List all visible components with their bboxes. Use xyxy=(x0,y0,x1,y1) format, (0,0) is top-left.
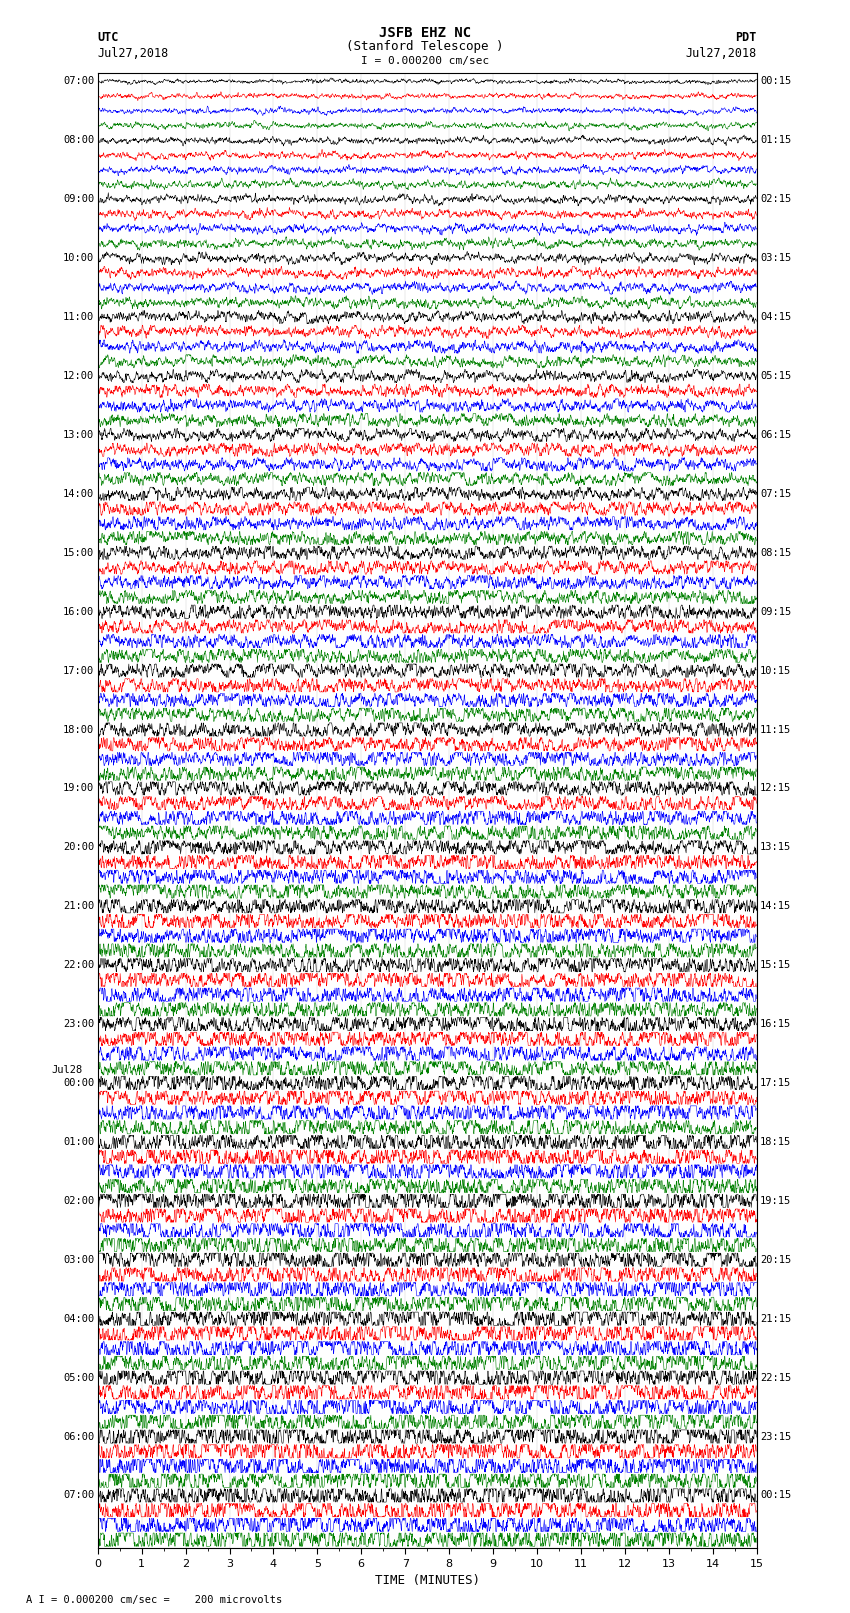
Text: 22:15: 22:15 xyxy=(760,1373,791,1382)
Text: 00:15: 00:15 xyxy=(760,76,791,87)
Text: 02:15: 02:15 xyxy=(760,194,791,205)
Text: 20:15: 20:15 xyxy=(760,1255,791,1265)
X-axis label: TIME (MINUTES): TIME (MINUTES) xyxy=(375,1574,479,1587)
Text: 18:00: 18:00 xyxy=(63,724,94,734)
Text: 15:15: 15:15 xyxy=(760,960,791,969)
Text: 17:00: 17:00 xyxy=(63,666,94,676)
Text: 15:00: 15:00 xyxy=(63,548,94,558)
Text: 10:00: 10:00 xyxy=(63,253,94,263)
Text: 13:15: 13:15 xyxy=(760,842,791,852)
Text: 23:15: 23:15 xyxy=(760,1431,791,1442)
Text: 14:15: 14:15 xyxy=(760,902,791,911)
Text: Jul28: Jul28 xyxy=(51,1065,82,1074)
Text: 01:15: 01:15 xyxy=(760,135,791,145)
Text: 07:00: 07:00 xyxy=(63,1490,94,1500)
Text: 21:15: 21:15 xyxy=(760,1313,791,1324)
Text: 17:15: 17:15 xyxy=(760,1077,791,1089)
Text: PDT: PDT xyxy=(735,31,756,44)
Text: (Stanford Telescope ): (Stanford Telescope ) xyxy=(346,40,504,53)
Text: 06:00: 06:00 xyxy=(63,1431,94,1442)
Text: 08:15: 08:15 xyxy=(760,548,791,558)
Text: 05:15: 05:15 xyxy=(760,371,791,381)
Text: 12:00: 12:00 xyxy=(63,371,94,381)
Text: Jul27,2018: Jul27,2018 xyxy=(685,47,756,60)
Text: 07:00: 07:00 xyxy=(63,76,94,87)
Text: 19:00: 19:00 xyxy=(63,784,94,794)
Text: 02:00: 02:00 xyxy=(63,1195,94,1207)
Text: 09:00: 09:00 xyxy=(63,194,94,205)
Text: 12:15: 12:15 xyxy=(760,784,791,794)
Text: A I = 0.000200 cm/sec =    200 microvolts: A I = 0.000200 cm/sec = 200 microvolts xyxy=(26,1595,281,1605)
Text: 22:00: 22:00 xyxy=(63,960,94,969)
Text: 01:00: 01:00 xyxy=(63,1137,94,1147)
Text: 03:00: 03:00 xyxy=(63,1255,94,1265)
Text: 18:15: 18:15 xyxy=(760,1137,791,1147)
Text: 19:15: 19:15 xyxy=(760,1195,791,1207)
Text: 10:15: 10:15 xyxy=(760,666,791,676)
Text: 16:15: 16:15 xyxy=(760,1019,791,1029)
Text: 13:00: 13:00 xyxy=(63,431,94,440)
Text: 04:00: 04:00 xyxy=(63,1313,94,1324)
Text: 16:00: 16:00 xyxy=(63,606,94,616)
Text: 06:15: 06:15 xyxy=(760,431,791,440)
Text: JSFB EHZ NC: JSFB EHZ NC xyxy=(379,26,471,40)
Text: UTC: UTC xyxy=(98,31,119,44)
Text: 03:15: 03:15 xyxy=(760,253,791,263)
Text: 09:15: 09:15 xyxy=(760,606,791,616)
Text: 07:15: 07:15 xyxy=(760,489,791,498)
Text: Jul27,2018: Jul27,2018 xyxy=(98,47,169,60)
Text: 00:00: 00:00 xyxy=(63,1077,94,1089)
Text: 14:00: 14:00 xyxy=(63,489,94,498)
Text: I = 0.000200 cm/sec: I = 0.000200 cm/sec xyxy=(361,56,489,66)
Text: 00:15: 00:15 xyxy=(760,1490,791,1500)
Text: 20:00: 20:00 xyxy=(63,842,94,852)
Text: 08:00: 08:00 xyxy=(63,135,94,145)
Text: 21:00: 21:00 xyxy=(63,902,94,911)
Text: 04:15: 04:15 xyxy=(760,311,791,323)
Text: 05:00: 05:00 xyxy=(63,1373,94,1382)
Text: 11:00: 11:00 xyxy=(63,311,94,323)
Text: 11:15: 11:15 xyxy=(760,724,791,734)
Text: 23:00: 23:00 xyxy=(63,1019,94,1029)
